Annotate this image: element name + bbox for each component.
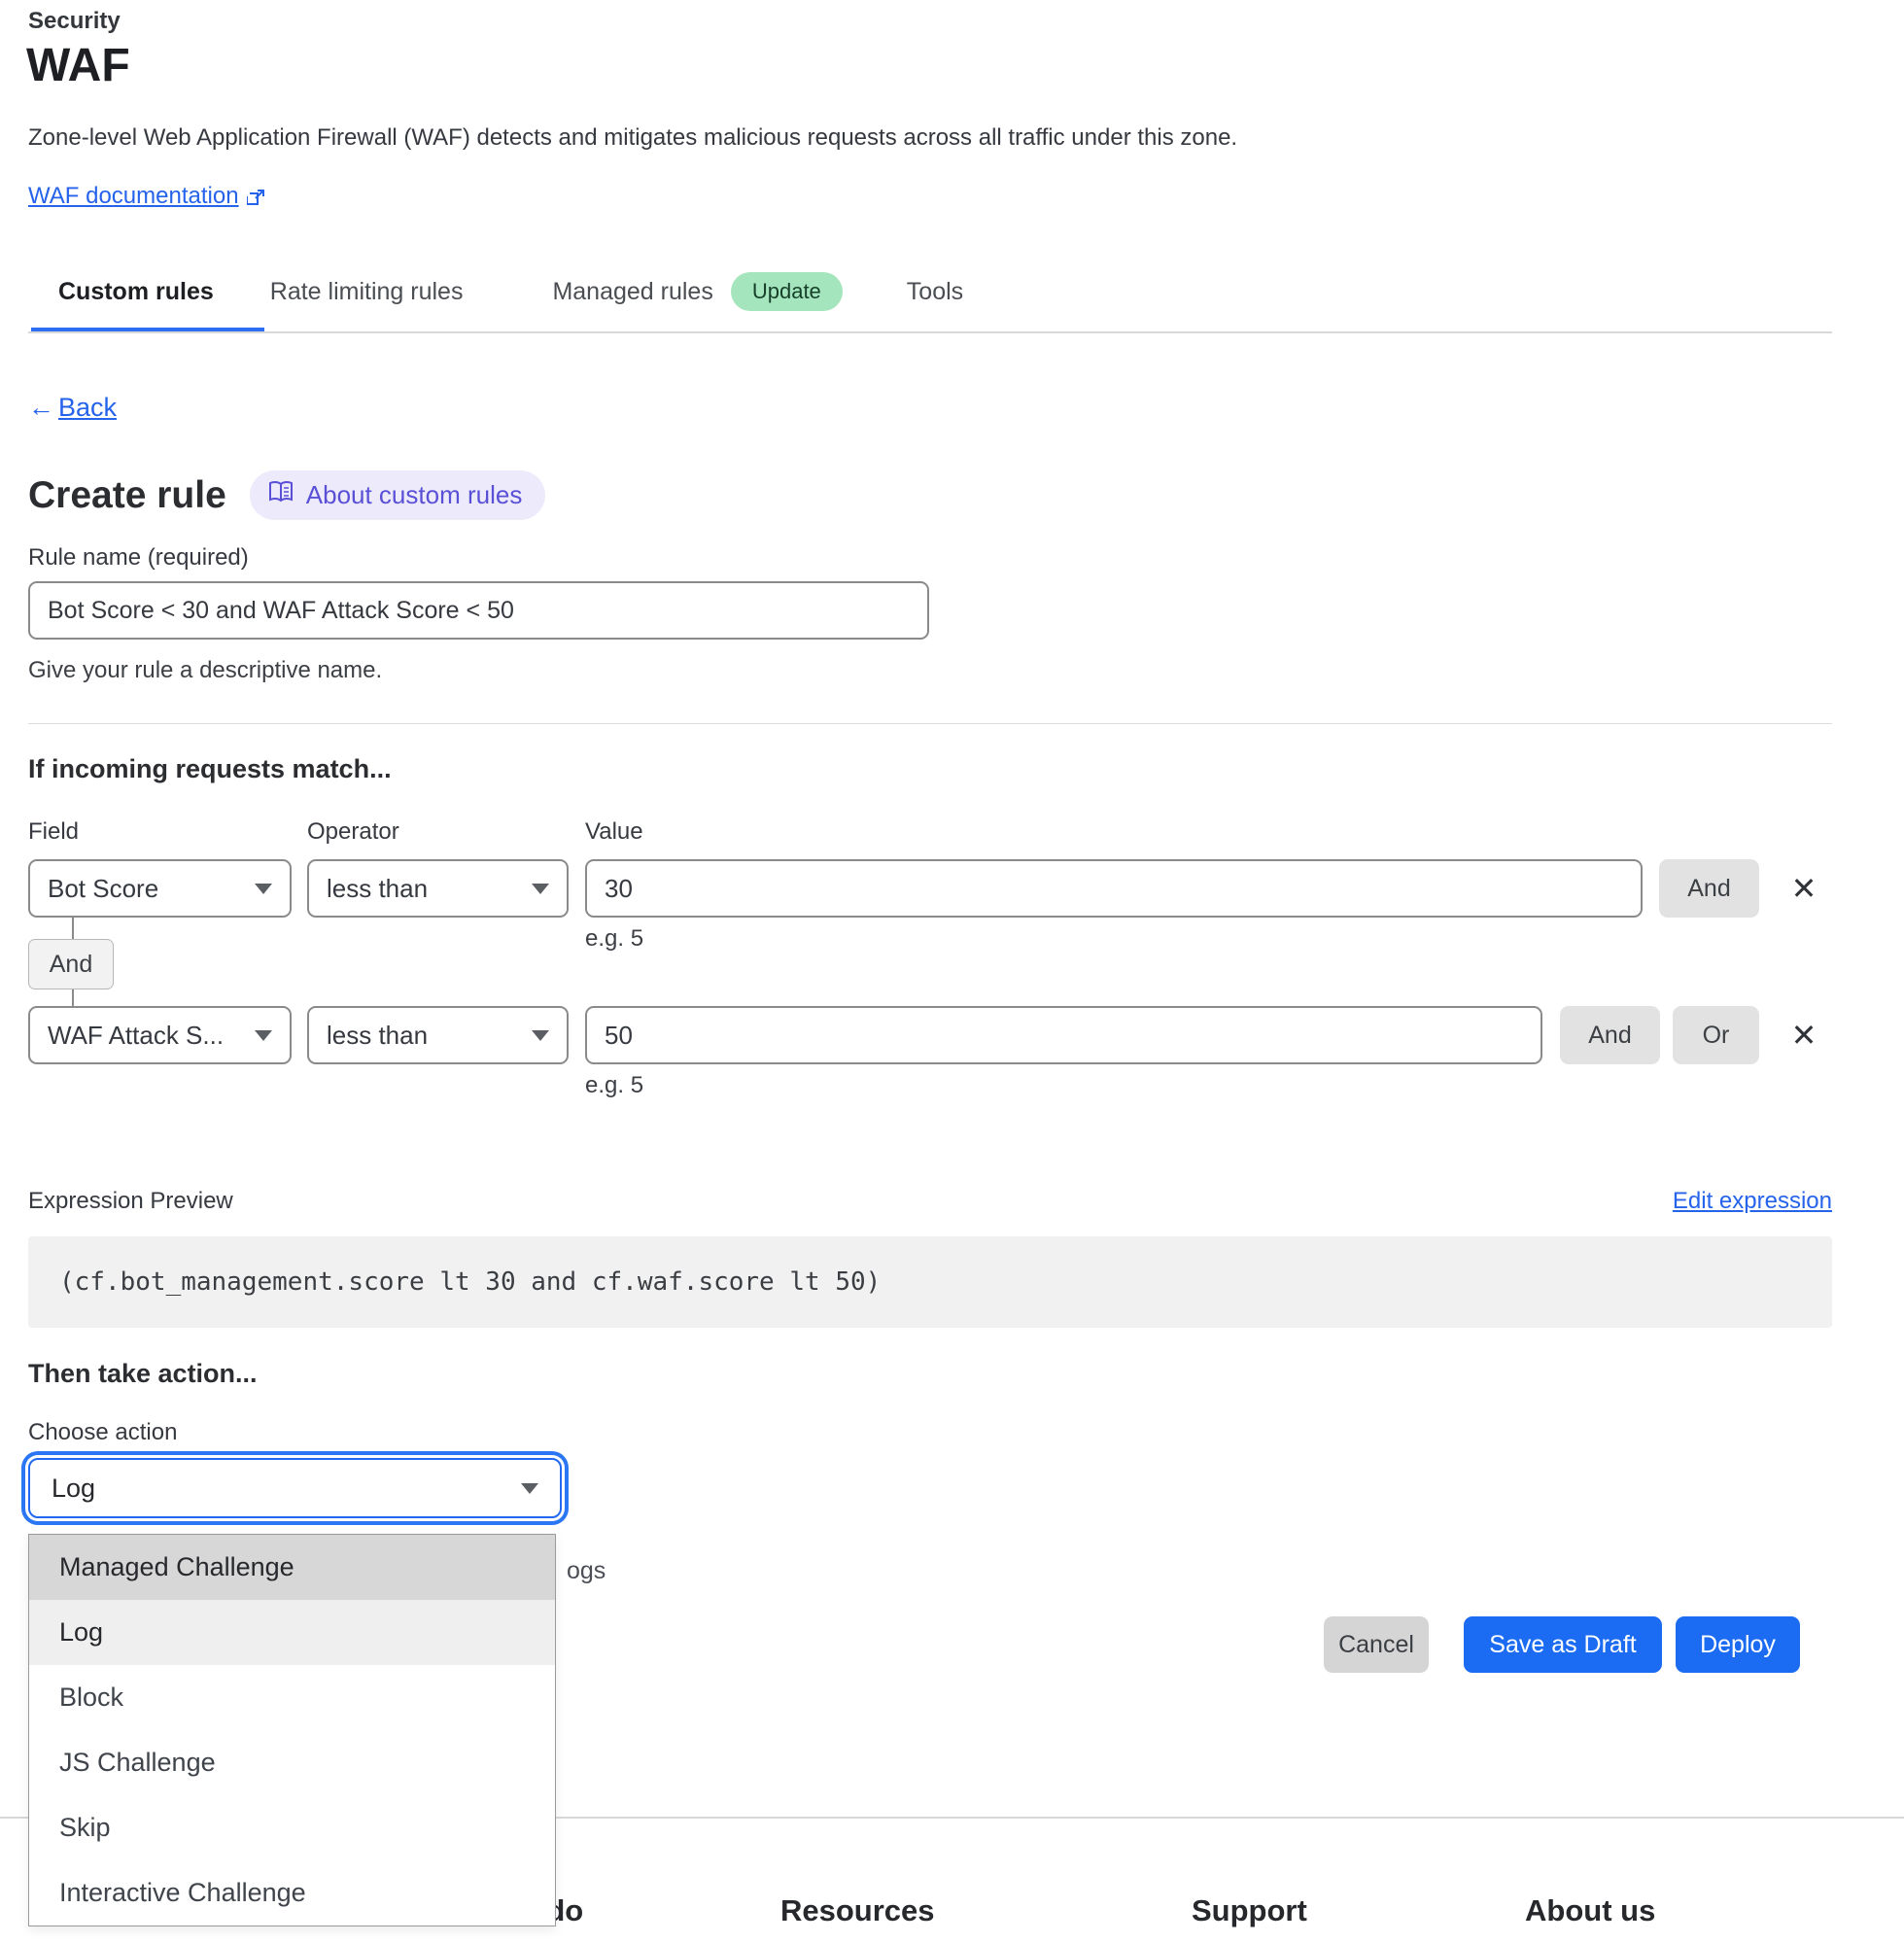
edit-expression-link[interactable]: Edit expression: [1672, 1188, 1832, 1214]
action-select[interactable]: Log: [28, 1458, 562, 1518]
choose-action-label: Choose action: [28, 1419, 178, 1445]
field-column-label: Field: [28, 818, 80, 845]
value-input[interactable]: [585, 1006, 1542, 1064]
close-icon: ✕: [1790, 871, 1817, 906]
field-select[interactable]: Bot Score: [28, 859, 292, 918]
back-link-label: Back: [58, 393, 118, 422]
operator-column-label: Operator: [307, 818, 399, 845]
page-description: Zone-level Web Application Firewall (WAF…: [28, 124, 1238, 151]
tab-rate-limiting-rules[interactable]: Rate limiting rules: [269, 277, 464, 305]
operator-select-value: less than: [327, 1020, 429, 1050]
expression-code-block: (cf.bot_management.score lt 30 and cf.wa…: [28, 1236, 1832, 1328]
footer-column-resources: Resources: [780, 1893, 935, 1927]
footer-divider: [0, 1817, 1904, 1819]
operator-select-value: less than: [327, 873, 429, 903]
or-button[interactable]: Or: [1673, 1006, 1759, 1064]
remove-condition-button[interactable]: ✕: [1783, 859, 1825, 918]
condition-joiner-chip[interactable]: And: [28, 939, 114, 989]
helper-text-fragment: ogs: [567, 1557, 606, 1584]
footer-column-support: Support: [1192, 1893, 1307, 1927]
rule-name-input[interactable]: [28, 581, 929, 640]
chevron-down-icon: [532, 1029, 549, 1041]
page-title: WAF: [26, 40, 130, 91]
close-icon: ✕: [1790, 1018, 1817, 1053]
expression-code: (cf.bot_management.score lt 30 and cf.wa…: [59, 1267, 882, 1297]
joiner-line: [72, 989, 74, 1008]
operator-select[interactable]: less than: [307, 1006, 569, 1064]
external-link-icon: [245, 187, 266, 206]
back-arrow-icon: ←: [28, 393, 54, 422]
tabs-divider: [28, 331, 1832, 333]
chevron-down-icon: [532, 883, 549, 894]
action-heading: Then take action...: [28, 1359, 258, 1388]
rule-name-label: Rule name (required): [28, 544, 249, 571]
book-icon: [267, 480, 294, 510]
expression-preview-label: Expression Preview: [28, 1188, 233, 1214]
update-badge: Update: [730, 272, 843, 311]
section-divider: [28, 723, 1832, 724]
value-hint: e.g. 5: [585, 1072, 644, 1098]
action-dropdown: Managed Challenge Log Block JS Challenge…: [28, 1534, 556, 1926]
value-column-label: Value: [585, 818, 643, 845]
waf-documentation-link[interactable]: WAF documentation: [28, 183, 239, 209]
and-button[interactable]: And: [1560, 1006, 1660, 1064]
dropdown-option-log[interactable]: Log: [29, 1600, 555, 1665]
dropdown-option-interactive-challenge[interactable]: Interactive Challenge: [59, 1878, 306, 1907]
value-input[interactable]: [585, 859, 1643, 918]
save-as-draft-button[interactable]: Save as Draft: [1464, 1616, 1662, 1673]
chevron-down-icon: [255, 883, 272, 894]
tab-custom-rules[interactable]: Custom rules: [58, 277, 214, 305]
dropdown-option-skip[interactable]: Skip: [59, 1813, 111, 1842]
cancel-button[interactable]: Cancel: [1324, 1616, 1429, 1673]
about-custom-rules-badge[interactable]: About custom rules: [249, 470, 546, 520]
about-custom-rules-label: About custom rules: [305, 480, 523, 509]
back-link[interactable]: ← Back: [28, 393, 117, 423]
active-tab-indicator: [31, 328, 264, 332]
chevron-down-icon: [521, 1482, 538, 1494]
tab-tools[interactable]: Tools: [906, 277, 964, 305]
dropdown-option-block[interactable]: Block: [59, 1683, 124, 1712]
value-hint: e.g. 5: [585, 925, 644, 952]
field-select-value: Bot Score: [48, 873, 159, 903]
and-button[interactable]: And: [1659, 859, 1759, 918]
deploy-button[interactable]: Deploy: [1676, 1616, 1800, 1673]
section-label: Security: [28, 8, 121, 34]
operator-select[interactable]: less than: [307, 859, 569, 918]
tab-managed-rules[interactable]: Managed rules Update: [552, 272, 843, 311]
selected-action-value: Log: [52, 1473, 96, 1503]
dropdown-option-js-challenge[interactable]: JS Challenge: [59, 1748, 216, 1777]
field-select[interactable]: WAF Attack S...: [28, 1006, 292, 1064]
dropdown-option-managed-challenge[interactable]: Managed Challenge: [29, 1535, 555, 1600]
joiner-line: [72, 918, 74, 939]
match-heading: If incoming requests match...: [28, 754, 392, 783]
chevron-down-icon: [255, 1029, 272, 1041]
footer-column-about-us: About us: [1525, 1893, 1656, 1927]
create-rule-heading: Create rule: [28, 473, 226, 516]
field-select-value: WAF Attack S...: [48, 1020, 225, 1050]
remove-condition-button[interactable]: ✕: [1783, 1006, 1825, 1064]
rule-name-help: Give your rule a descriptive name.: [28, 657, 383, 683]
tab-managed-rules-label: Managed rules: [552, 277, 713, 305]
